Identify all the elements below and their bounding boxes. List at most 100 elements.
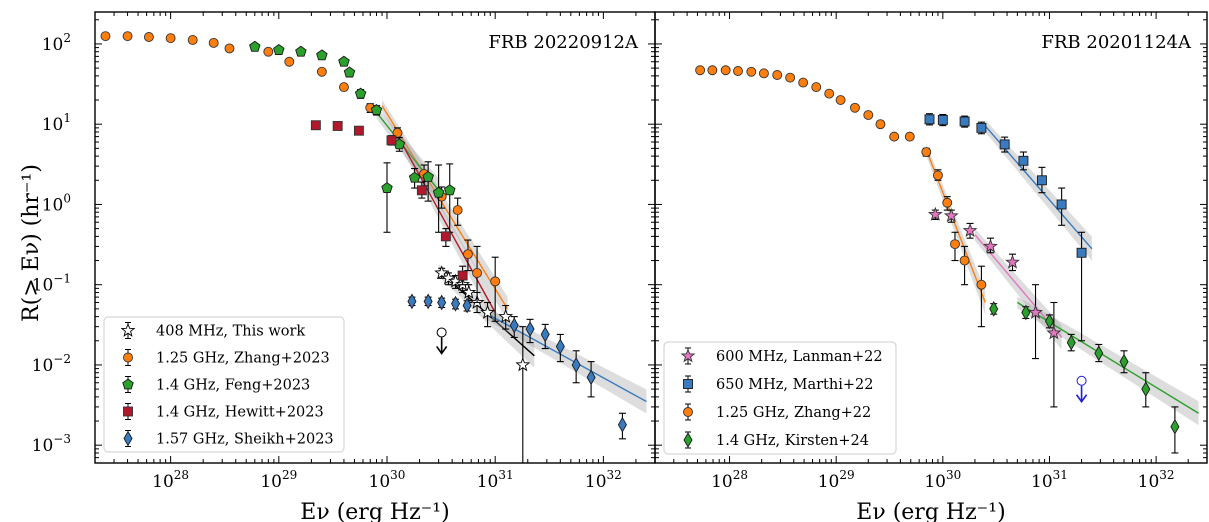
data-point bbox=[785, 72, 796, 83]
data-point bbox=[733, 66, 743, 76]
data-point bbox=[416, 185, 427, 196]
data-point bbox=[1119, 353, 1129, 370]
data-point bbox=[208, 37, 219, 48]
legend-marker bbox=[680, 348, 696, 363]
x-tick-label: 1028 bbox=[152, 468, 189, 492]
legend-box bbox=[663, 341, 897, 455]
legend-label: 1.25 GHz, Zhang+2023 bbox=[156, 351, 330, 367]
data-point bbox=[695, 65, 706, 76]
data-point bbox=[408, 171, 421, 183]
y-tick-label: 10−2 bbox=[32, 352, 71, 376]
fit-line bbox=[484, 311, 647, 403]
data-point bbox=[332, 121, 343, 131]
legend-label: 1.57 GHz, Sheikh+2023 bbox=[156, 432, 334, 448]
legend-label: 650 MHz, Marthi+22 bbox=[716, 377, 873, 393]
legend-marker bbox=[122, 378, 134, 390]
data-point bbox=[835, 95, 846, 105]
data-point bbox=[441, 270, 456, 285]
data-point bbox=[758, 68, 769, 79]
legend-label: 408 MHz, This work bbox=[156, 324, 305, 340]
data-point bbox=[165, 33, 176, 44]
data-point bbox=[440, 231, 451, 242]
legend-marker bbox=[683, 379, 693, 389]
data-point bbox=[863, 110, 874, 120]
data-point bbox=[143, 32, 154, 42]
legend-label: 1.25 GHz, Zhang+22 bbox=[716, 405, 871, 421]
legend-marker bbox=[120, 322, 136, 337]
legend-marker bbox=[123, 352, 133, 363]
x-tick-label: 1031 bbox=[1031, 468, 1068, 492]
data-point bbox=[434, 265, 450, 280]
data-point bbox=[540, 326, 550, 343]
data-point bbox=[310, 120, 321, 131]
upper-limit-marker bbox=[436, 327, 448, 355]
data-point bbox=[976, 122, 987, 133]
fit-band bbox=[974, 228, 1062, 350]
data-point bbox=[1066, 334, 1076, 351]
data-point bbox=[1170, 418, 1180, 435]
data-point bbox=[284, 56, 295, 67]
upper-limit-marker bbox=[1075, 375, 1088, 404]
data-point bbox=[1018, 155, 1029, 166]
plot-area bbox=[100, 31, 647, 463]
data-point bbox=[772, 70, 783, 80]
data-point bbox=[1046, 325, 1062, 340]
data-point bbox=[1044, 313, 1054, 330]
data-point bbox=[927, 206, 943, 221]
legend-label: 1.4 GHz, Feng+2023 bbox=[156, 378, 310, 394]
legend-marker bbox=[683, 432, 693, 448]
data-point bbox=[959, 255, 970, 266]
data-point bbox=[824, 88, 835, 99]
data-point bbox=[461, 284, 477, 299]
data-point bbox=[1141, 381, 1151, 398]
y-tick-label: 100 bbox=[42, 191, 71, 215]
y-tick-label: 10−3 bbox=[32, 432, 71, 456]
x-axis-label: Eν (erg Hz⁻¹) bbox=[300, 500, 449, 522]
x-tick-label: 1029 bbox=[260, 468, 297, 492]
data-point bbox=[720, 65, 731, 76]
data-point bbox=[932, 170, 943, 181]
data-point bbox=[962, 223, 978, 238]
data-point bbox=[1021, 304, 1031, 321]
x-tick-label: 1029 bbox=[818, 468, 855, 492]
data-point bbox=[343, 66, 356, 78]
data-point bbox=[462, 249, 473, 260]
data-point bbox=[354, 87, 367, 99]
data-point bbox=[316, 66, 327, 77]
data-point bbox=[746, 66, 757, 77]
data-point bbox=[423, 293, 433, 310]
data-point bbox=[451, 295, 461, 312]
fit-line bbox=[1017, 301, 1199, 414]
data-point bbox=[921, 147, 932, 157]
axes-frame bbox=[654, 11, 1208, 464]
data-point bbox=[571, 357, 581, 373]
x-tick-label: 1030 bbox=[924, 468, 961, 492]
fit-band bbox=[395, 125, 496, 325]
data-point bbox=[122, 31, 133, 42]
legend-label: 1.4 GHz, Kirsten+24 bbox=[716, 433, 869, 449]
data-point bbox=[959, 116, 970, 127]
data-point bbox=[386, 135, 397, 146]
data-point bbox=[224, 43, 235, 54]
x-axis-label: Eν (erg Hz⁻¹) bbox=[856, 500, 1005, 522]
panel-title: FRB 20220912A bbox=[488, 32, 639, 53]
fit-line bbox=[394, 131, 496, 313]
data-point bbox=[422, 170, 434, 182]
data-point bbox=[924, 114, 935, 125]
data-point bbox=[316, 49, 328, 61]
fit-band bbox=[484, 306, 647, 414]
legend-label: 600 MHz, Lanman+22 bbox=[716, 349, 883, 365]
data-point bbox=[989, 300, 999, 317]
y-tick-label: 102 bbox=[42, 31, 71, 55]
data-point bbox=[586, 369, 596, 386]
data-point bbox=[555, 338, 565, 355]
data-point bbox=[950, 239, 960, 250]
data-point bbox=[976, 279, 987, 290]
plot-area bbox=[695, 65, 1199, 454]
data-point bbox=[187, 35, 198, 45]
data-point bbox=[370, 104, 383, 115]
data-point bbox=[443, 184, 456, 196]
x-tick-label: 1031 bbox=[477, 468, 514, 492]
y-tick-label: 101 bbox=[42, 111, 71, 135]
